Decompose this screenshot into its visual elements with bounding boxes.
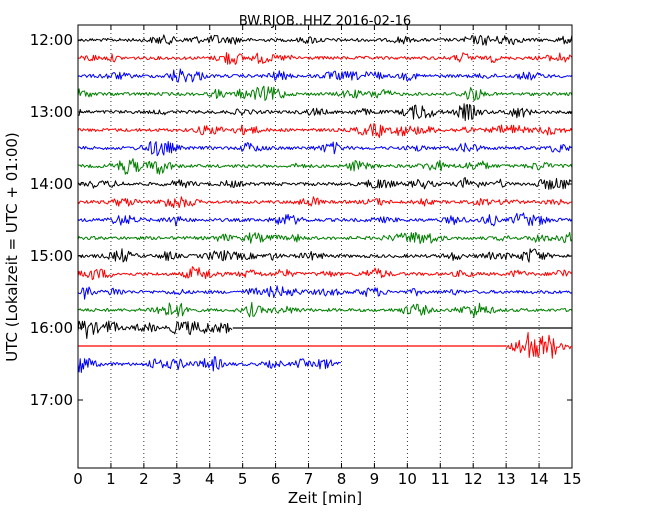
x-tick-label: 1	[106, 470, 116, 488]
y-ticks: 12:00 13:00 14:00 15:00 16:00 17:00	[30, 31, 572, 409]
x-tick-label: 3	[172, 470, 182, 488]
trace-line	[77, 68, 573, 83]
y-axis-label: UTC (Lokalzeit = UTC + 01:00)	[3, 132, 21, 362]
trace-line	[77, 320, 233, 339]
trace-lines	[77, 34, 573, 373]
plot-frame	[77, 24, 573, 469]
trace-line	[77, 196, 573, 209]
trace-line	[77, 266, 573, 281]
x-tick-label: 12	[464, 470, 483, 488]
trace-line	[77, 231, 573, 245]
x-tick-label: 9	[370, 470, 380, 488]
x-tick-label: 4	[205, 470, 215, 488]
trace-line	[77, 177, 573, 190]
trace-line	[77, 52, 573, 65]
trace-line	[77, 34, 573, 46]
y-tick-label: 12:00	[30, 31, 73, 49]
trace-line	[77, 141, 573, 157]
trace-line	[505, 332, 572, 359]
y-tick-label: 17:00	[30, 391, 73, 409]
trace-line	[77, 212, 573, 227]
x-tick-label: 6	[271, 470, 281, 488]
x-tick-label: 8	[337, 470, 347, 488]
trace-line	[77, 103, 573, 122]
x-tick-label: 10	[398, 470, 417, 488]
y-tick-label: 16:00	[30, 319, 73, 337]
y-tick-label: 15:00	[30, 247, 73, 265]
x-ticks: 0 1 2 3 4 5 6 7 8 9 10 11 12 13 14 15	[73, 25, 582, 488]
trace-line	[77, 85, 573, 101]
x-tick-label: 11	[431, 470, 450, 488]
trace-line	[77, 301, 573, 318]
trace-line	[77, 158, 573, 175]
x-tick-label: 2	[139, 470, 149, 488]
x-tick-label: 15	[562, 470, 581, 488]
chart-title: BW.RJOB..HHZ 2016-02-16	[239, 14, 411, 29]
x-tick-label: 14	[530, 470, 549, 488]
trace-line	[77, 123, 573, 139]
y-tick-label: 14:00	[30, 175, 73, 193]
x-tick-label: 5	[238, 470, 248, 488]
trace-line	[77, 285, 573, 300]
x-tick-label: 13	[497, 470, 516, 488]
x-axis-label: Zeit [min]	[288, 489, 362, 507]
x-tick-label: 0	[73, 470, 83, 488]
trace-line	[77, 356, 341, 373]
x-tick-label: 7	[304, 470, 314, 488]
y-tick-label: 13:00	[30, 103, 73, 121]
trace-line	[77, 248, 572, 263]
